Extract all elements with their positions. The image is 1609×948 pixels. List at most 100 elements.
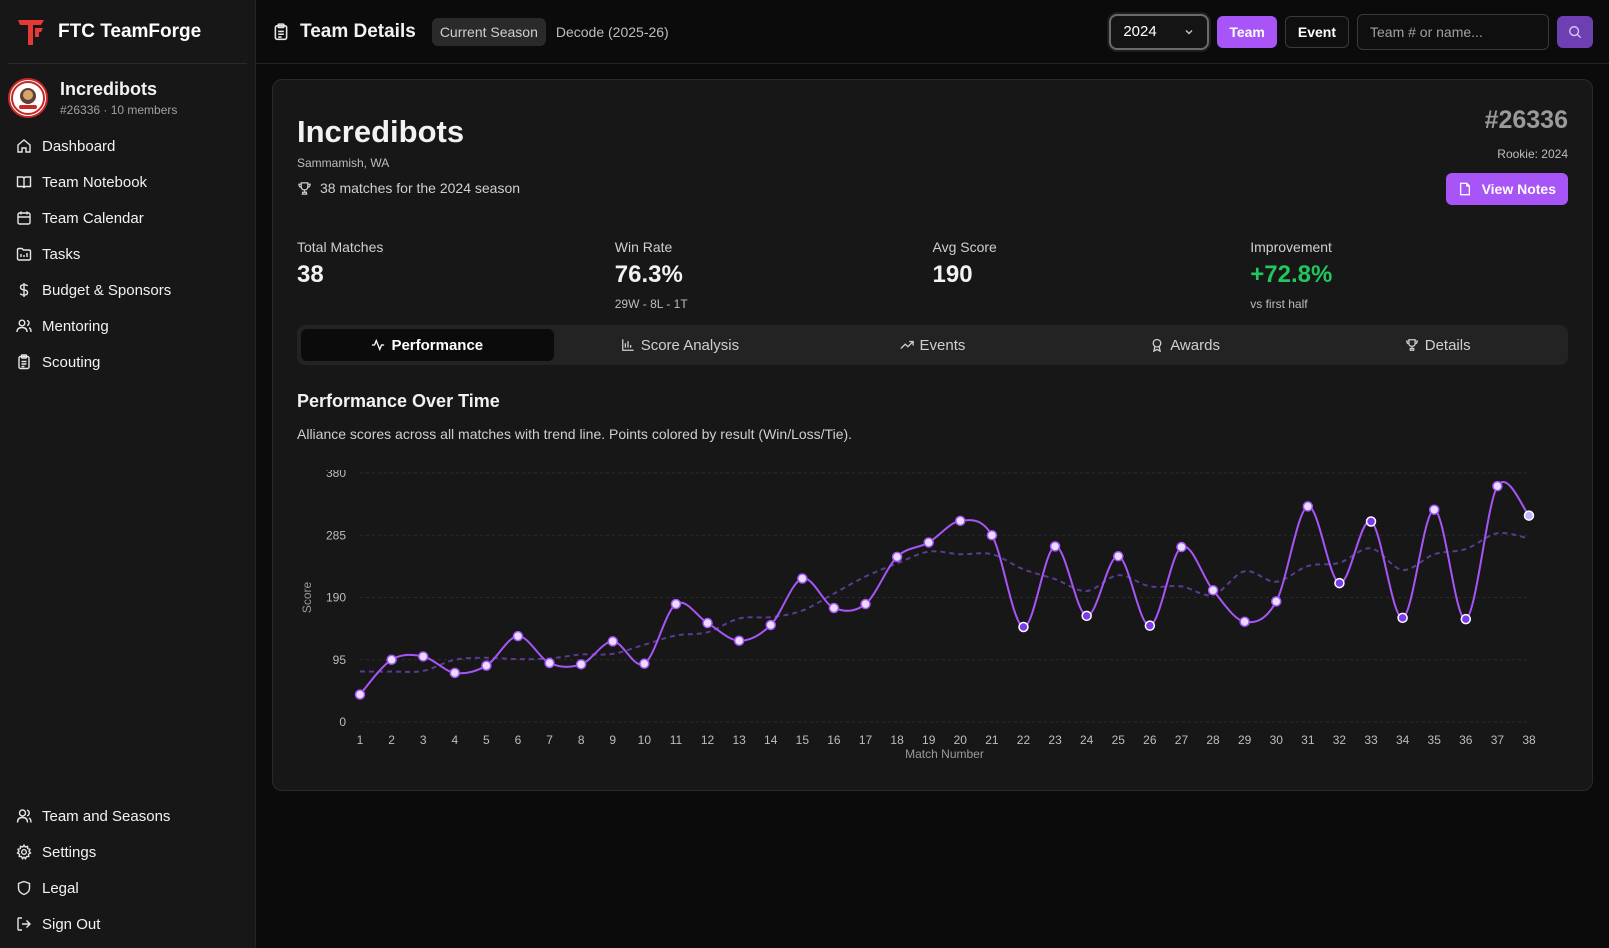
nav-item-team-calendar[interactable]: Team Calendar: [8, 200, 247, 236]
x-tick-label: 31: [1301, 733, 1315, 747]
search-button[interactable]: [1557, 15, 1593, 48]
nav-label: Dashboard: [42, 137, 116, 155]
stat-value: 190: [932, 261, 973, 288]
x-tick-label: 33: [1364, 733, 1378, 747]
data-point: [1176, 541, 1187, 553]
file-icon: [1459, 182, 1470, 196]
data-point: [354, 689, 366, 700]
tab-details[interactable]: Details: [1311, 329, 1564, 361]
x-tick-label: 30: [1270, 733, 1284, 747]
current-team[interactable]: Incredibots #26336 · 10 members: [8, 76, 247, 128]
nav-label: Budget & Sponsors: [42, 281, 172, 299]
clipboard-icon: [274, 22, 288, 40]
trophy-icon: [298, 181, 311, 195]
nav-item-dashboard[interactable]: Dashboard: [8, 128, 247, 164]
nav-item-team-notebook[interactable]: Team Notebook: [8, 164, 247, 200]
stat-sub: vs first half: [1250, 297, 1308, 311]
x-tick-label: 15: [796, 733, 810, 747]
stat-label: Total Matches: [297, 239, 384, 255]
x-tick-label: 29: [1238, 733, 1252, 747]
data-point: [797, 573, 808, 584]
x-tick-label: 2: [388, 733, 395, 747]
year-select-value: 2024: [1123, 23, 1157, 40]
page-title-text: Team Details: [300, 20, 416, 42]
team-mode-button[interactable]: Team: [1217, 15, 1277, 48]
nav-label: Mentoring: [42, 317, 109, 335]
team-number: #26336: [1484, 106, 1568, 134]
data-point: [1302, 501, 1314, 512]
x-tick-label: 16: [827, 733, 841, 747]
user-icon: [16, 809, 32, 823]
tab-performance[interactable]: Performance: [301, 329, 554, 361]
x-tick-label: 14: [764, 733, 778, 747]
main-nav: Dashboard Team Notebook Team Calendar Ta…: [8, 128, 247, 380]
nav-item-scouting[interactable]: Scouting: [8, 344, 247, 380]
x-tick-label: 19: [922, 733, 936, 747]
tab-awards[interactable]: Awards: [1059, 329, 1312, 361]
bar-chart-icon: [621, 339, 634, 351]
page-title: Team Details: [272, 21, 416, 43]
data-point: [1492, 480, 1503, 492]
matches-text: 38 matches for the 2024 season: [320, 180, 521, 196]
stat-label: Improvement: [1250, 239, 1332, 255]
data-point: [986, 530, 998, 541]
data-point: [1049, 541, 1061, 552]
nav-label: Tasks: [42, 245, 81, 263]
nav-item-settings[interactable]: Settings: [8, 834, 247, 870]
tab-label: Performance: [391, 336, 484, 354]
teamforge-logo-icon: [16, 17, 46, 47]
nav-item-mentoring[interactable]: Mentoring: [8, 308, 247, 344]
performance-chart: 0 95 190 285 380 1 2 3 4 5 6 7 8 9 10 11 12 13 14 15 16 17 18 1…: [273, 466, 1594, 775]
x-tick-label: 35: [1428, 733, 1442, 747]
bottom-nav: Team and Seasons Settings Legal Sign Out: [8, 798, 247, 948]
tab-score-analysis[interactable]: Score Analysis: [554, 329, 807, 361]
data-point: [1144, 620, 1156, 631]
tab-events[interactable]: Events: [806, 329, 1059, 361]
stat-sub: 29W - 8L - 1T: [614, 297, 688, 311]
stat-value: 38: [297, 261, 324, 288]
calendar-icon: [17, 211, 31, 225]
activity-icon: [372, 338, 385, 352]
data-point: [955, 515, 966, 527]
event-mode-button[interactable]: Event: [1284, 15, 1349, 48]
nav-label: Scouting: [42, 353, 101, 371]
sidebar-team-sub: #26336 · 10 members: [60, 103, 178, 117]
data-point: [417, 651, 429, 662]
data-point: [670, 598, 682, 610]
current-season-badge: Current Season: [431, 17, 546, 46]
search-icon: [1569, 25, 1582, 38]
team-search-input[interactable]: [1357, 13, 1549, 50]
team-location: Sammamish, WA: [297, 156, 390, 170]
y-tick-label: 190: [326, 591, 346, 605]
season-name: Decode (2025-26): [555, 23, 669, 40]
nav-item-team-and-seasons[interactable]: Team and Seasons: [8, 798, 247, 834]
stat-value: +72.8%: [1250, 261, 1333, 288]
x-tick-label: 38: [1522, 733, 1536, 747]
nav-item-sign-out[interactable]: Sign Out: [8, 906, 247, 942]
x-tick-label: 23: [1048, 733, 1062, 747]
topbar-controls: 2024 Team Event: [1109, 13, 1593, 50]
x-tick-label: 3: [420, 733, 427, 747]
nav-item-tasks[interactable]: Tasks: [8, 236, 247, 272]
data-point: [386, 654, 397, 665]
x-tick-label: 37: [1491, 733, 1505, 747]
tab-label: Score Analysis: [640, 336, 740, 354]
data-point: [1460, 613, 1472, 625]
award-icon: [1152, 338, 1162, 352]
year-select[interactable]: 2024: [1109, 13, 1210, 50]
dollar-icon: [19, 283, 29, 297]
nav-item-legal[interactable]: Legal: [8, 870, 247, 906]
team-avatar: [8, 78, 48, 118]
trending-up-icon: [899, 340, 914, 349]
chart-title: Performance Over Time: [297, 391, 500, 411]
topbar: Team Details Current Season Decode (2025…: [256, 0, 1609, 64]
y-tick-label: 285: [326, 528, 346, 542]
brand[interactable]: FTC TeamForge: [8, 0, 247, 64]
data-point: [828, 602, 840, 614]
nav-label: Legal: [42, 879, 79, 897]
view-notes-button[interactable]: View Notes: [1445, 173, 1568, 205]
data-point: [1334, 577, 1345, 589]
stat-win-rate: Win Rate 76.3% 29W - 8L - 1T: [615, 239, 933, 311]
nav-item-budget-sponsors[interactable]: Budget & Sponsors: [8, 272, 247, 308]
